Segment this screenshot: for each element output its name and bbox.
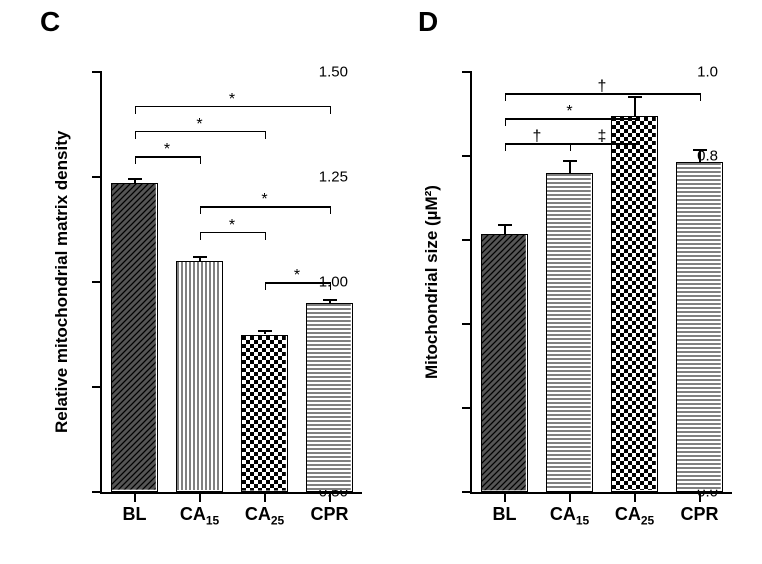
- sig-symbol: *: [566, 104, 572, 120]
- sig-symbol: †: [598, 79, 607, 95]
- error-cap: [128, 178, 142, 180]
- sig-bracket-drop: [135, 131, 137, 139]
- sig-symbol: *: [294, 268, 300, 284]
- plot-c: 0.500.751.001.251.50BLCA15CA25CPR******: [100, 72, 362, 494]
- error-cap: [628, 96, 642, 98]
- error-cap: [258, 330, 272, 332]
- sig-bracket-drop: [505, 143, 507, 151]
- ytick: [462, 323, 472, 325]
- ytick: [92, 491, 102, 493]
- ytick: [462, 71, 472, 73]
- sig-bracket-drop: [330, 106, 332, 114]
- error-bar: [699, 150, 701, 163]
- ytick: [92, 71, 102, 73]
- panel-label-d: D: [418, 6, 438, 38]
- ytick: [462, 155, 472, 157]
- error-cap: [498, 224, 512, 226]
- ytick: [92, 386, 102, 388]
- xtick: [264, 492, 266, 502]
- xtick-label: CA15: [550, 504, 589, 528]
- xtick-label: CA15: [180, 504, 219, 528]
- sig-bracket-drop: [200, 232, 202, 240]
- xtick: [134, 492, 136, 502]
- error-cap: [693, 149, 707, 151]
- ytick-label: 1.25: [319, 169, 348, 186]
- y-axis-label: Mitochondrial size (µM²): [422, 185, 442, 379]
- ytick: [92, 281, 102, 283]
- ytick-label: 1.50: [319, 64, 348, 81]
- sig-symbol: ‡: [598, 129, 607, 145]
- bar-bl: [481, 234, 528, 492]
- error-cap: [323, 299, 337, 301]
- xtick-label: CA25: [615, 504, 654, 528]
- xtick: [699, 492, 701, 502]
- bar-cpr: [306, 303, 353, 492]
- sig-symbol: *: [229, 218, 235, 234]
- figure: C0.500.751.001.251.50BLCA15CA25CPR******…: [0, 0, 762, 564]
- xtick: [504, 492, 506, 502]
- xtick: [634, 492, 636, 502]
- xtick-label: BL: [123, 504, 147, 525]
- sig-bracket-drop: [635, 118, 637, 124]
- xtick-label: CPR: [680, 504, 718, 525]
- sig-bracket-drop: [505, 118, 507, 126]
- xtick-label: BL: [493, 504, 517, 525]
- sig-bracket-drop: [700, 93, 702, 101]
- sig-bracket-drop: [265, 131, 267, 139]
- bar-cpr: [676, 162, 723, 492]
- bar-bl: [111, 183, 158, 492]
- bar-ca15: [176, 261, 223, 492]
- xtick-label: CPR: [310, 504, 348, 525]
- error-bar: [504, 225, 506, 233]
- error-bar: [569, 161, 571, 173]
- y-axis-label: Relative mitochondrial matrix density: [52, 131, 72, 433]
- panel-label-c: C: [40, 6, 60, 38]
- sig-bracket-drop: [265, 232, 267, 240]
- sig-bracket-drop: [570, 143, 572, 151]
- sig-symbol: *: [261, 192, 267, 208]
- sig-bracket-drop: [135, 156, 137, 164]
- xtick: [199, 492, 201, 502]
- sig-bracket-drop: [330, 206, 332, 214]
- ytick: [462, 491, 472, 493]
- xtick: [329, 492, 331, 502]
- sig-bracket-drop: [200, 156, 202, 164]
- sig-symbol: *: [196, 117, 202, 133]
- sig-symbol: *: [164, 142, 170, 158]
- ytick-label: 1.0: [697, 64, 718, 81]
- error-cap: [563, 160, 577, 162]
- error-bar: [634, 97, 636, 116]
- ytick: [462, 239, 472, 241]
- sig-bracket-drop: [330, 282, 332, 290]
- error-cap: [193, 256, 207, 258]
- sig-bracket-drop: [135, 106, 137, 114]
- sig-symbol: *: [229, 92, 235, 108]
- sig-bracket-drop: [200, 206, 202, 214]
- ytick: [462, 407, 472, 409]
- bar-ca25: [241, 335, 288, 493]
- sig-bracket-drop: [265, 282, 267, 290]
- sig-bracket-drop: [505, 93, 507, 101]
- bar-ca15: [546, 173, 593, 492]
- sig-symbol: †: [533, 129, 542, 145]
- sig-bracket-drop: [635, 143, 637, 149]
- bar-ca25: [611, 116, 658, 492]
- xtick: [569, 492, 571, 502]
- xtick-label: CA25: [245, 504, 284, 528]
- plot-d: 0.00.20.40.60.81.0BLCA15CA25CPR†‡*†: [470, 72, 732, 494]
- ytick: [92, 176, 102, 178]
